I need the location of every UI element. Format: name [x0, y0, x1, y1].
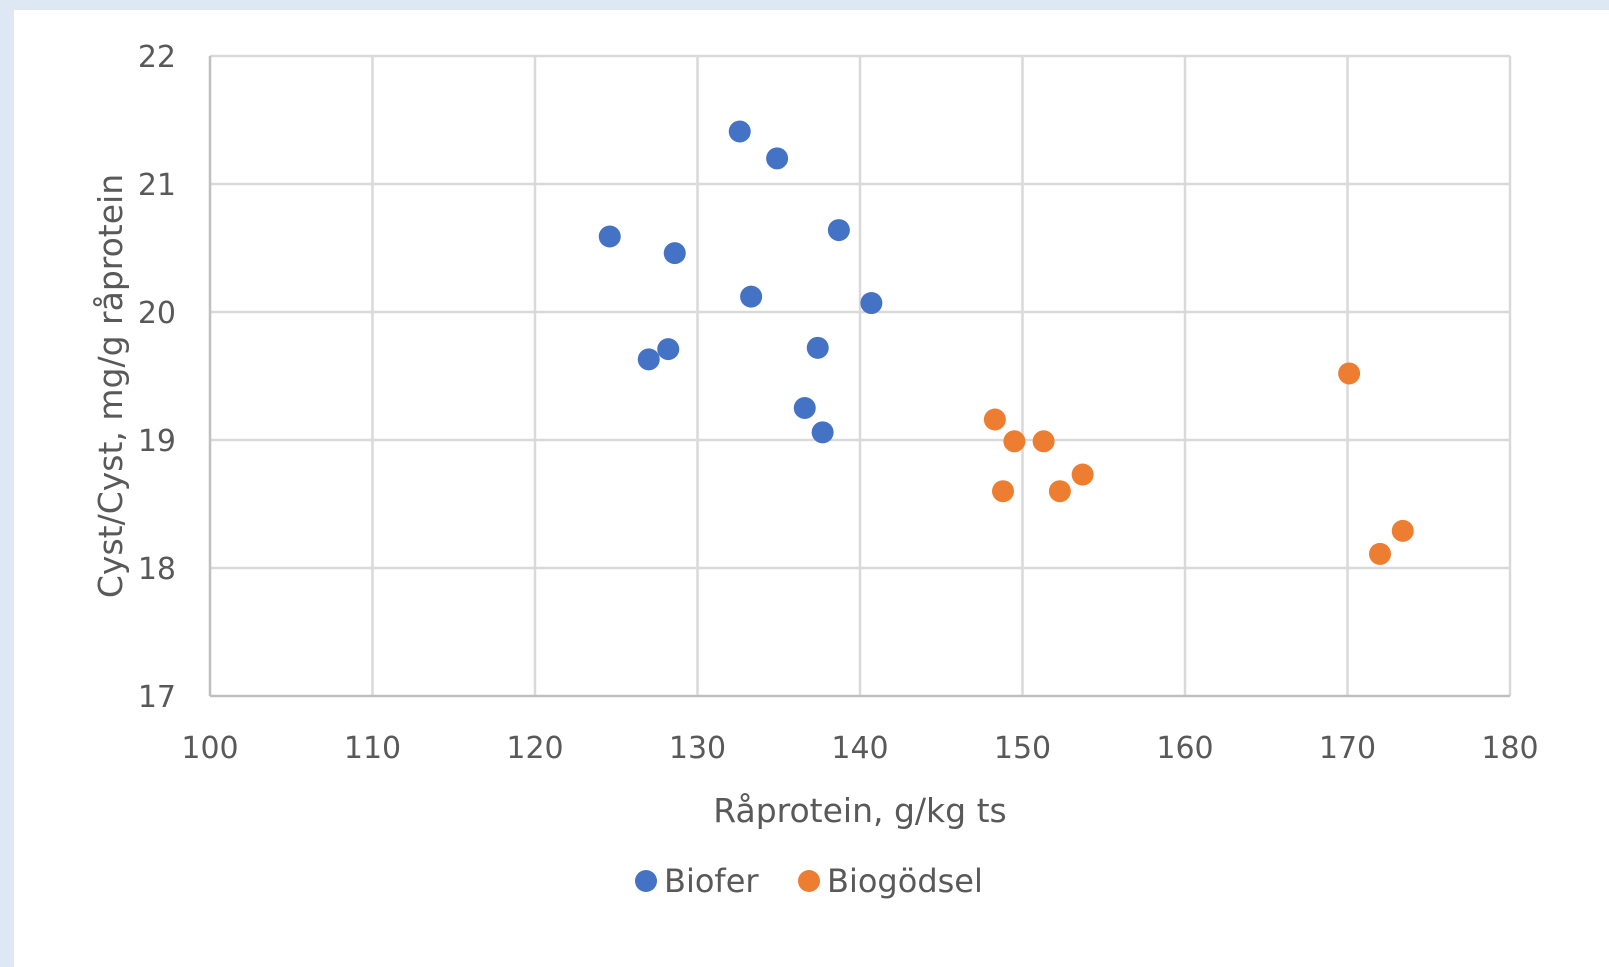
x-tick-label: 180 [1481, 731, 1538, 766]
data-point [1072, 464, 1094, 486]
legend-marker-biofer [635, 870, 657, 892]
legend-label-biogodsel: Biogödsel [827, 862, 983, 900]
y-tick-label: 20 [138, 296, 176, 331]
y-tick-label: 18 [138, 552, 176, 587]
x-tick-label: 170 [1319, 731, 1376, 766]
data-point [729, 121, 751, 143]
legend-item-biogodsel: Biogödsel [798, 862, 983, 900]
y-tick-label: 21 [138, 168, 176, 203]
x-axis-title: Råprotein, g/kg ts [713, 791, 1006, 830]
data-point [740, 286, 762, 308]
data-point [1392, 520, 1414, 542]
legend-label-biofer: Biofer [664, 862, 759, 900]
data-point [1338, 362, 1360, 384]
data-point [657, 338, 679, 360]
x-tick-labels: 100 110 120 130 140 150 160 170 180 [181, 731, 1538, 766]
data-point [794, 397, 816, 419]
data-point [1369, 543, 1391, 565]
x-tick-label: 120 [506, 731, 563, 766]
data-point [638, 348, 660, 370]
legend: Biofer Biogödsel [635, 862, 983, 900]
data-point [828, 219, 850, 241]
legend-item-biofer: Biofer [635, 862, 759, 900]
data-points [599, 121, 1414, 565]
x-tick-label: 110 [344, 731, 401, 766]
y-tick-label: 19 [138, 424, 176, 459]
data-point [599, 225, 621, 247]
x-tick-label: 100 [181, 731, 238, 766]
data-point [1003, 430, 1025, 452]
data-point [1033, 430, 1055, 452]
x-tick-label: 160 [1156, 731, 1213, 766]
series-biofer [599, 121, 883, 444]
y-tick-label: 22 [138, 40, 176, 75]
data-point [860, 292, 882, 314]
legend-marker-biogodsel [798, 870, 820, 892]
y-axis-title: Cyst/Cyst, mg/g råprotein [91, 174, 130, 598]
x-tick-label: 140 [831, 731, 888, 766]
data-point [812, 421, 834, 443]
x-tick-label: 130 [669, 731, 726, 766]
data-point [992, 480, 1014, 502]
data-point [1049, 480, 1071, 502]
x-tick-label: 150 [994, 731, 1051, 766]
y-tick-label: 17 [138, 680, 176, 715]
data-point [664, 242, 686, 264]
series-biogodsel [984, 362, 1414, 564]
data-point [984, 409, 1006, 431]
data-point [766, 147, 788, 169]
chart-area: 17 18 19 20 21 22 100 110 120 130 140 150 160 170 180… [14, 10, 1609, 967]
data-point [807, 337, 829, 359]
scatter-chart: 17 18 19 20 21 22 100 110 120 130 140 150 160 170 180… [14, 10, 1609, 967]
gridlines [210, 56, 1510, 696]
y-tick-labels: 17 18 19 20 21 22 [138, 40, 176, 715]
